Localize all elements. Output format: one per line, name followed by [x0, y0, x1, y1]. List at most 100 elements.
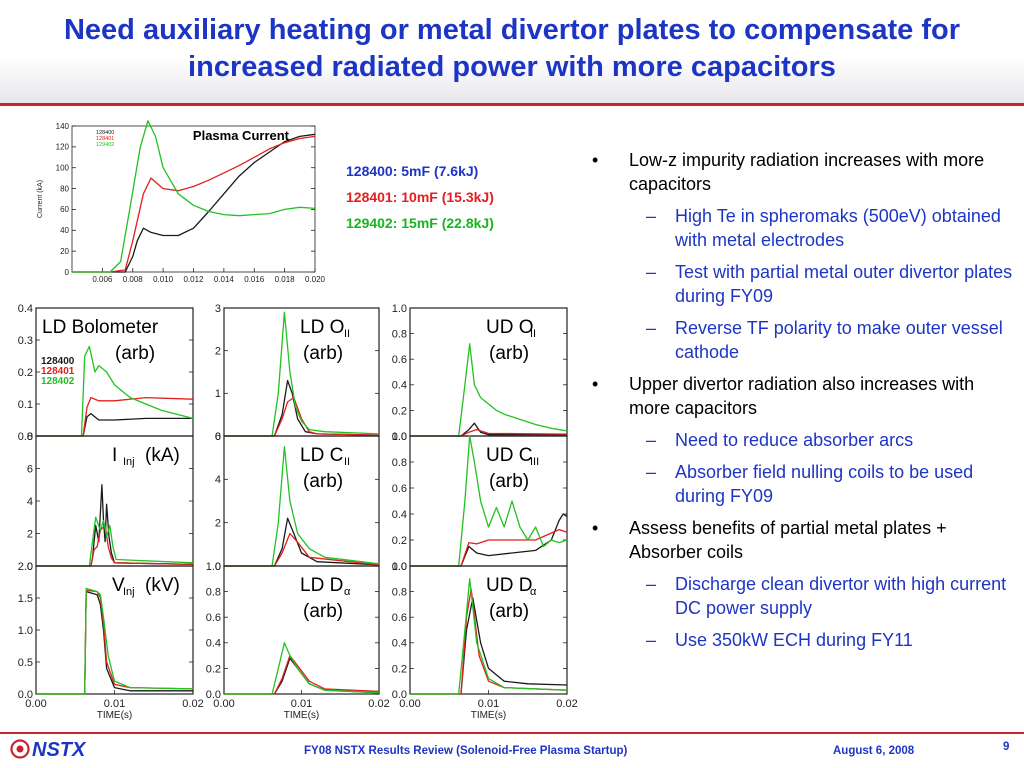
x-tick-label: 0.016 — [244, 275, 265, 284]
panel-label: V — [112, 575, 125, 596]
panel-label: LD Bolometer — [42, 317, 159, 338]
panel-unit-label: (arb) — [303, 601, 343, 622]
y-tick-label: 0.0 — [18, 689, 33, 701]
chart-ld_oii: 0 1 2 3 LD O II(arb) — [215, 303, 380, 443]
x-tick-label: 0.01 — [104, 698, 125, 710]
y-tick-label: 2 — [215, 518, 221, 530]
dash-icon: – — [646, 318, 657, 338]
x-tick-label: 0.018 — [275, 275, 296, 284]
x-tick-label: 0.02 — [182, 698, 203, 710]
footer-meeting-title: FY08 NSTX Results Review (Solenoid-Free … — [304, 745, 628, 757]
page-number: 9 — [1003, 741, 1010, 753]
y-tick-label: 0.6 — [392, 483, 407, 495]
x-tick-label: 0.006 — [92, 275, 113, 284]
chart-ld_dalpha: 0.0 0.2 0.4 0.6 0.8 1.0 0.00 0.01 0.02 TIME(s) LD … — [206, 561, 390, 721]
footer-divider — [0, 732, 1024, 734]
y-tick-label: 0.6 — [392, 612, 407, 624]
y-tick-label: 0.1 — [18, 399, 33, 411]
y-tick-label: 140 — [56, 122, 70, 131]
slide-title: Need auxiliary heating or metal divertor… — [63, 14, 961, 83]
x-tick-label: 0.020 — [305, 275, 326, 284]
sub-bullet-1-2: – Test with partial metal outer divertor … — [646, 262, 1013, 306]
series-128402 — [36, 587, 194, 695]
panel-label: LD O — [300, 317, 344, 338]
y-tick-label: 0.4 — [206, 638, 221, 650]
footer-date: August 6, 2008 — [833, 745, 915, 757]
slide-header — [0, 0, 1024, 104]
series-128400 — [410, 513, 568, 567]
x-tick-label: 0.01 — [478, 698, 499, 710]
series-128402 — [36, 516, 194, 567]
bullet-3: • Assess benefits of partial metal plates… — [592, 518, 947, 562]
y-tick-label: 0.2 — [206, 663, 221, 675]
y-tick-label: 0.8 — [392, 457, 407, 469]
series-128402 — [224, 642, 380, 695]
y-tick-label: 3 — [215, 303, 221, 315]
shot-legend-item-129402: 129402: 15mF (22.8kJ) — [346, 215, 494, 231]
panel-label: UD D — [486, 575, 532, 596]
x-tick-label: 0.00 — [399, 698, 420, 710]
y-tick-label: 0 — [27, 561, 33, 573]
y-tick-label: 0.8 — [206, 586, 221, 598]
y-tick-label: 6 — [215, 431, 221, 443]
series-128402 — [410, 343, 568, 437]
y-tick-label: 0.0 — [392, 689, 407, 701]
panel-label-subscript: II — [344, 328, 350, 340]
y-tick-label: 0.0 — [18, 431, 33, 443]
y-tick-label: 2 — [215, 346, 221, 358]
series-128400 — [224, 379, 380, 437]
y-axis-label: Current (kA) — [37, 180, 44, 218]
x-tick-label: 0.02 — [556, 698, 577, 710]
y-tick-label: 20 — [60, 247, 69, 256]
panel-label-subscript: Inj — [123, 586, 135, 598]
y-tick-label: 0.4 — [392, 380, 407, 392]
series-128402 — [410, 578, 568, 695]
y-tick-label: 4 — [27, 496, 33, 508]
series-128402 — [410, 435, 568, 567]
y-tick-label: 120 — [56, 143, 70, 152]
bullet-2: • Upper divertor radiation also increases… — [592, 374, 975, 418]
footer-brand: NSTX — [32, 739, 86, 761]
series-128400 — [224, 657, 380, 695]
x-tick-label: 0.00 — [25, 698, 46, 710]
y-tick-label: 0.0 — [392, 431, 407, 443]
series-128400 — [72, 133, 316, 273]
panel-label-subscript: α — [530, 586, 537, 598]
panel-unit-label: (arb) — [115, 343, 155, 364]
y-tick-label: 1.5 — [18, 593, 33, 605]
dash-icon: – — [646, 574, 657, 594]
x-tick-label: 0.02 — [368, 698, 389, 710]
series-128401 — [36, 524, 194, 567]
chart-ud_oii: 0.0 0.2 0.4 0.6 0.8 1.0 UD OII(arb) — [392, 303, 568, 443]
y-tick-label: 0.0 — [206, 689, 221, 701]
panel-label-subscript: II — [530, 328, 536, 340]
x-tick-label: 0.014 — [214, 275, 235, 284]
sub-bullet-2-1: – Need to reduce absorber arcs — [646, 430, 914, 450]
y-tick-label: 0 — [65, 268, 70, 277]
bullet-dot-icon: • — [592, 150, 599, 170]
series-128401 — [36, 396, 194, 437]
legend-entry: 129402 — [96, 142, 114, 148]
y-tick-label: 80 — [60, 184, 69, 193]
y-tick-label: 0.3 — [18, 335, 33, 347]
sub-bullet-1-3: – Reverse TF polarity to make outer vesse… — [646, 318, 1003, 362]
series-128401 — [410, 528, 568, 567]
panel-label-subscript: II — [344, 456, 350, 468]
panel-unit-label: (arb) — [489, 343, 529, 364]
panel-label-subscript: Inj — [123, 456, 135, 468]
dash-icon: – — [646, 206, 657, 226]
bullet-1: • Low-z impurity radiation increases with… — [592, 150, 985, 194]
sub-bullet-3-1: – Discharge clean divertor with high curr… — [646, 574, 1007, 618]
y-tick-label: 1.0 — [392, 431, 407, 443]
x-axis-label: TIME(s) — [471, 710, 507, 721]
legend-entry: 128400 — [41, 356, 75, 367]
chart-ld_bolometer: 0.00.10.20.30.4LD Bolometer(arb)12840012… — [18, 303, 194, 443]
panel-unit-label: (kA) — [145, 445, 180, 466]
y-tick-label: 8 — [27, 431, 33, 443]
series-129402 — [72, 120, 316, 273]
sub-bullet-3-2: – Use 350kW ECH during FY11 — [646, 630, 913, 650]
panel-label-subscript: α — [344, 586, 351, 598]
series-128400 — [36, 412, 193, 437]
